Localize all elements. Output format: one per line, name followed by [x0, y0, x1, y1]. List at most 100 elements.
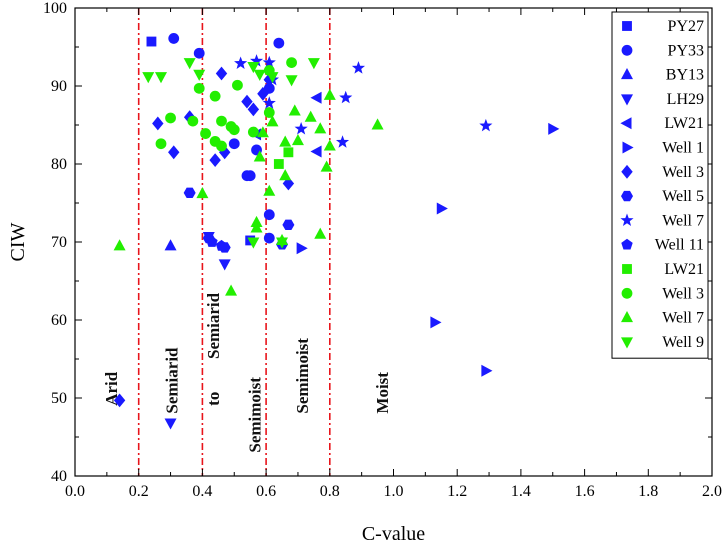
legend-entry: LH29: [667, 91, 704, 108]
data-point: [310, 145, 322, 158]
x-tick-label: 2.0: [702, 483, 722, 500]
legend: PY27 PY33 BY13 LH29 LW21 Well 1 Well 3 Well 5 We…: [611, 11, 709, 359]
zone-label: Semiarid: [163, 347, 182, 414]
data-point: [266, 115, 279, 127]
data-point: [247, 237, 260, 249]
data-point: [335, 135, 350, 148]
data-point: [320, 160, 333, 172]
legend-marker: [620, 213, 634, 226]
data-point: [228, 138, 240, 150]
data-point: [183, 58, 196, 70]
data-point: [200, 128, 211, 139]
data-point: [310, 91, 322, 104]
legend-marker: [621, 94, 633, 106]
data-point: [263, 184, 276, 196]
data-point: [430, 316, 442, 329]
legend-marker: [621, 68, 633, 80]
data-point: [155, 138, 167, 150]
x-tick-label: 0.4: [192, 483, 212, 500]
zone-label: Semimoist: [245, 377, 264, 453]
legend-entry: Well 3: [662, 164, 704, 181]
data-point: [257, 86, 269, 101]
data-point: [263, 232, 275, 244]
data-point: [244, 170, 256, 182]
legend-entry: Well 3: [662, 285, 704, 302]
data-point: [263, 107, 275, 118]
data-point: [282, 219, 295, 231]
legend-marker: [621, 44, 633, 56]
data-point: [285, 75, 298, 87]
data-point: [168, 33, 180, 44]
legend-marker: [621, 337, 633, 349]
data-point: [225, 121, 237, 132]
legend-marker: [621, 164, 633, 179]
legend-entry: PY33: [668, 42, 704, 59]
legend-entry: BY13: [666, 67, 704, 84]
legend-marker: [621, 190, 633, 202]
data-point: [323, 139, 336, 151]
data-point: [193, 82, 205, 94]
data-point: [216, 115, 227, 127]
data-point: [215, 66, 228, 81]
data-point: [247, 126, 259, 138]
x-tick-label: 0.0: [65, 483, 85, 500]
data-point: [253, 150, 266, 162]
legend-entry: Well 11: [655, 237, 704, 254]
legend-entry: Well 7: [662, 212, 704, 229]
data-point: [113, 239, 126, 251]
x-tick-label: 1.6: [575, 483, 595, 500]
zone-label: Semiarid: [204, 292, 223, 359]
y-tick-label: 90: [51, 78, 67, 95]
data-point: [371, 118, 384, 130]
data-point: [164, 418, 177, 430]
x-tick-label: 0.2: [129, 483, 149, 500]
data-point: [196, 187, 209, 199]
data-point: [294, 122, 308, 135]
legend-entry: Well 9: [662, 334, 704, 351]
data-point: [209, 90, 221, 102]
data-point: [152, 116, 164, 131]
x-tick-label: 0.6: [256, 483, 276, 500]
legend-marker: [620, 117, 632, 130]
data-point: [323, 88, 336, 100]
legend-entry: LW21: [664, 115, 704, 132]
data-point: [206, 236, 218, 247]
zone-label: to: [204, 392, 223, 406]
data-point: [155, 72, 167, 84]
data-point: [481, 364, 493, 377]
data-point: [266, 72, 279, 84]
data-point: [164, 239, 177, 251]
data-point: [276, 237, 289, 249]
data-point: [273, 37, 285, 49]
legend-marker: [622, 21, 632, 31]
data-point: [142, 72, 155, 84]
data-point: [183, 187, 196, 199]
data-point: [146, 36, 157, 47]
data-point: [283, 147, 294, 158]
data-point: [168, 145, 180, 160]
data-point: [263, 209, 275, 221]
data-point: [286, 57, 297, 68]
data-point: [225, 284, 238, 296]
x-tick-label: 1.0: [384, 483, 404, 500]
legend-entry: PY27: [668, 18, 704, 35]
data-point: [314, 227, 327, 239]
data-point: [273, 159, 284, 169]
y-tick-label: 50: [51, 390, 67, 407]
data-point: [479, 118, 493, 132]
x-tick-label: 0.8: [320, 483, 340, 500]
zone-label: Semimoist: [293, 338, 312, 414]
data-point: [241, 94, 253, 109]
x-tick-label: 1.8: [638, 483, 658, 500]
data-point: [165, 112, 176, 124]
y-tick-label: 80: [51, 156, 67, 173]
data-point: [249, 54, 264, 67]
data-point: [215, 239, 228, 251]
data-point: [193, 47, 205, 59]
data-point: [314, 122, 327, 134]
zone-label: Arid: [102, 371, 121, 406]
legend-entry: Well 7: [662, 310, 704, 327]
legend-marker: [621, 287, 633, 299]
data-point: [253, 69, 266, 81]
